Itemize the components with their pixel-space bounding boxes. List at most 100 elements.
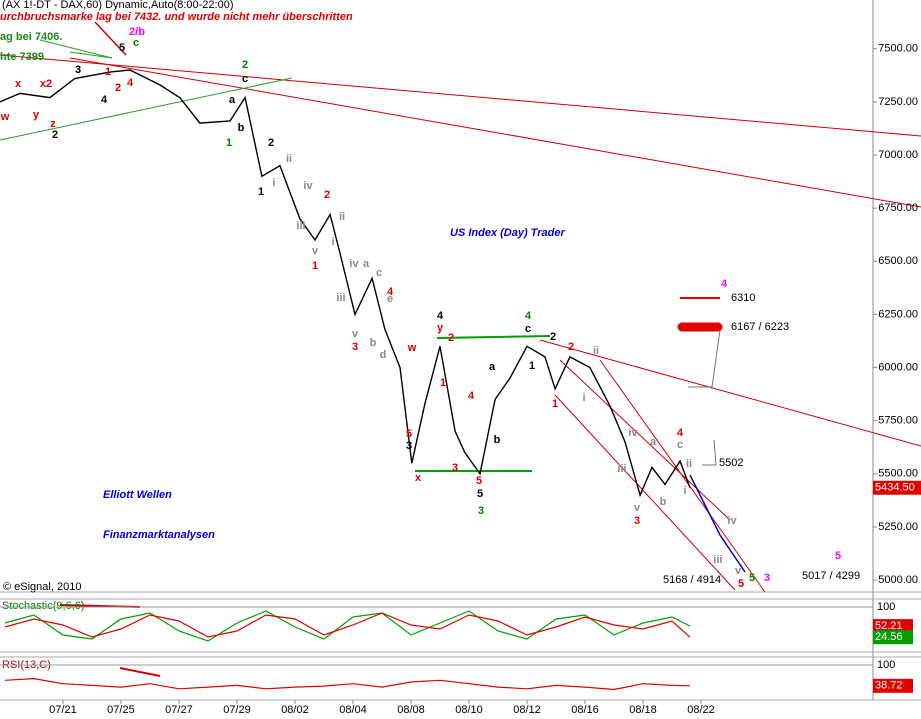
wave-label: iv xyxy=(628,427,638,439)
wave-label: iii xyxy=(713,554,722,566)
wave-label: 1 xyxy=(226,137,232,149)
x-tick-label: 07/29 xyxy=(223,704,251,716)
wave-label: 1 xyxy=(552,398,558,410)
wave-label: z xyxy=(50,118,56,130)
last-value-box xyxy=(873,619,913,634)
wave-label: a xyxy=(489,361,496,373)
x-tick-label: 08/10 xyxy=(455,704,483,716)
wave-label: c xyxy=(242,73,248,85)
wave-label: 2 xyxy=(448,332,454,344)
wave-label: 5 xyxy=(406,428,412,440)
annotation: US Index (Day) Trader xyxy=(450,227,565,239)
series-line xyxy=(4,610,691,642)
wave-label: 1 xyxy=(312,260,318,272)
wave-label: i xyxy=(331,236,334,248)
wave-label: ii xyxy=(286,153,292,165)
y-tick-label: 5750.00 xyxy=(878,415,918,427)
wave-label: 5 xyxy=(835,550,841,562)
y-tick-label: 100 xyxy=(877,659,895,671)
wave-label: 5 xyxy=(476,475,482,487)
wave-label: 2 xyxy=(550,331,556,343)
y-tick-label: 6000.00 xyxy=(878,361,918,373)
x-tick-label: 08/02 xyxy=(281,704,309,716)
wave-label: 3 xyxy=(352,341,358,353)
y-tick-label: 100 xyxy=(877,601,895,613)
series-line xyxy=(4,612,691,638)
wave-label: 3 xyxy=(452,462,458,474)
wave-label: 1 xyxy=(440,377,446,389)
wave-label: ii xyxy=(686,458,692,470)
y-tick-label: 7000.00 xyxy=(878,149,918,161)
wave-label: 4 xyxy=(101,94,108,106)
wave-label: v xyxy=(634,502,641,514)
x-tick-label: 07/27 xyxy=(165,704,193,716)
wave-label: d xyxy=(380,349,387,361)
annotation: urchbruchsmarke lag bei 7432. und wurde … xyxy=(0,11,353,23)
wave-label: a xyxy=(363,258,370,270)
annotation: 5502 xyxy=(719,457,743,469)
wave-label: c xyxy=(677,439,683,451)
wave-label: 5 xyxy=(738,578,744,590)
x-tick-label: 07/25 xyxy=(107,704,135,716)
y-tick-label: 7250.00 xyxy=(878,96,918,108)
wave-label: 2 xyxy=(52,129,58,141)
wave-label: 3 xyxy=(75,64,81,76)
wave-label: iii xyxy=(296,220,305,232)
last-value-box xyxy=(873,630,913,645)
trend-lines xyxy=(0,21,921,677)
wave-label: c xyxy=(376,267,382,279)
wave-label: ii xyxy=(593,345,599,357)
wave-label: 2 xyxy=(268,137,274,149)
wave-label: iii xyxy=(336,292,345,304)
wave-label: b xyxy=(370,337,377,349)
wave-label: 4 xyxy=(525,310,532,322)
wave-label: iv xyxy=(727,515,737,527)
wave-label: 4 xyxy=(677,427,684,439)
annotation: 6167 / 6223 xyxy=(731,321,789,333)
wave-label: i xyxy=(683,485,686,497)
wave-label: a xyxy=(229,94,236,106)
x-tick-label: 08/08 xyxy=(397,704,425,716)
last-price-box xyxy=(873,480,921,495)
wave-label: 4 xyxy=(387,286,394,298)
annotation: 5168 / 4914 xyxy=(663,574,721,586)
wave-label: ii xyxy=(339,211,345,223)
x-tick-label: 07/21 xyxy=(49,704,77,716)
wave-label: i xyxy=(272,177,275,189)
wave-label: i xyxy=(582,392,585,404)
wave-label: 3 xyxy=(764,572,770,584)
chart-title: (AX 1!-DT - DAX,60) Dynamic,Auto(8:00-22… xyxy=(2,0,234,11)
x-tick-label: 08/18 xyxy=(629,704,657,716)
annotation: ag bei 7406. xyxy=(0,31,62,43)
x-tick-label: 08/22 xyxy=(687,704,715,716)
wave-label: 4 xyxy=(721,278,728,290)
wave-label: c xyxy=(133,37,139,49)
annotation: hte 7399. xyxy=(0,51,47,63)
wave-label: iii xyxy=(617,463,626,475)
wave-label: 1 xyxy=(529,360,535,372)
wave-label: 4 xyxy=(468,390,475,402)
wave-label: b xyxy=(494,434,501,446)
wave-label: c xyxy=(525,323,531,335)
x-tick-label: 08/12 xyxy=(513,704,541,716)
annotation: Elliott Wellen xyxy=(103,489,172,501)
last-value-label: 38.72 xyxy=(875,680,903,692)
annotation: 5017 / 4299 xyxy=(802,570,860,582)
wave-label: x xyxy=(15,78,22,90)
wave-label: y xyxy=(33,109,40,121)
wave-label: a xyxy=(650,436,657,448)
wave-label: b xyxy=(238,122,245,134)
wave-label: 5 xyxy=(119,42,125,54)
wave-label: b xyxy=(660,496,667,508)
wave-label: 2 xyxy=(242,59,248,71)
last-value-box xyxy=(873,678,913,693)
y-tick-label: 5000.00 xyxy=(878,574,918,586)
y-tick-label: 6750.00 xyxy=(878,202,918,214)
copyright: © eSignal, 2010 xyxy=(3,581,81,593)
wave-label: 1 xyxy=(105,66,111,78)
last-value-label: 24.56 xyxy=(875,631,903,643)
wave-label: 5 xyxy=(477,488,483,500)
last-value-label: 52.21 xyxy=(875,620,903,632)
annotation: 6310 xyxy=(731,292,755,304)
